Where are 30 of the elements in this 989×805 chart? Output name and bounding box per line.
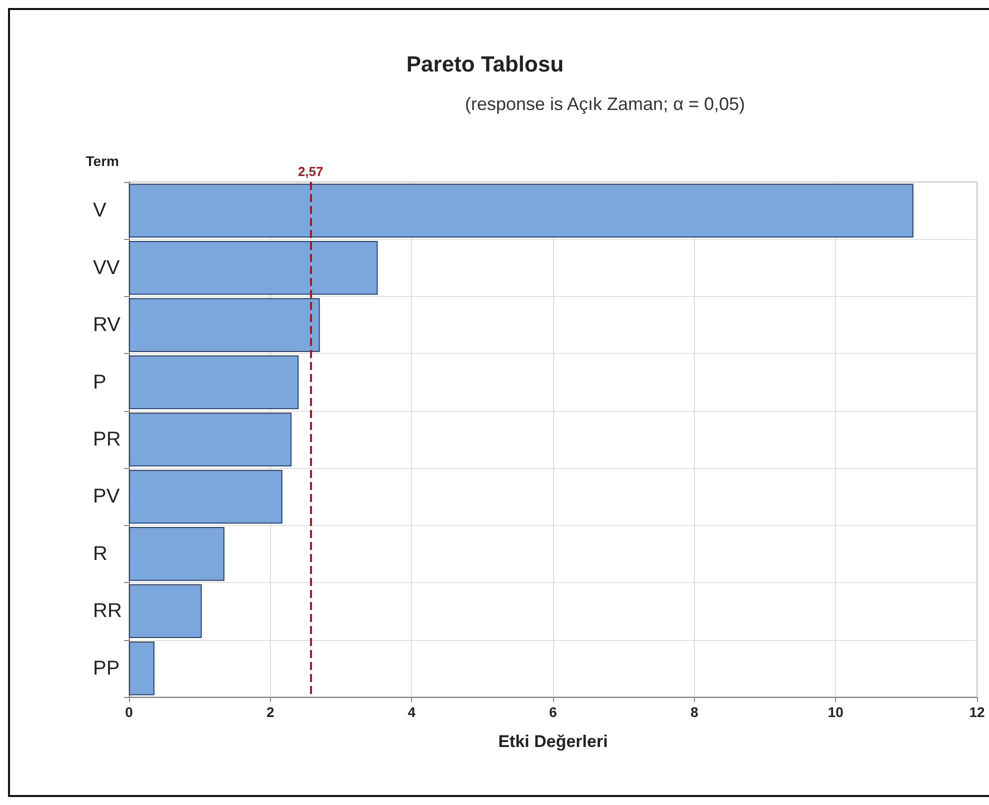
bar xyxy=(129,355,299,410)
bar xyxy=(129,584,202,638)
bar xyxy=(129,298,320,352)
y-axis-title: Term xyxy=(86,153,119,169)
bar xyxy=(129,240,378,295)
x-tick-label: 6 xyxy=(549,704,558,720)
chart-subtitle: (response is Açık Zaman; α = 0,05) xyxy=(464,94,746,114)
y-tick-label: PV xyxy=(93,486,120,508)
y-tick-label: PR xyxy=(93,428,121,450)
bar xyxy=(129,184,914,238)
chart-title: Pareto Tablosu xyxy=(406,52,564,76)
x-axis-title: Etki Değerleri xyxy=(498,732,608,751)
bar xyxy=(129,641,154,696)
bar xyxy=(129,527,224,581)
y-tick-label: RR xyxy=(93,600,122,622)
y-tick-label: R xyxy=(93,542,108,565)
x-tick-label: 12 xyxy=(969,704,985,720)
y-tick-label: P xyxy=(93,371,106,394)
y-tick-label: PP xyxy=(93,657,120,680)
x-tick-label: 0 xyxy=(125,704,134,720)
x-tick-label: 10 xyxy=(828,704,844,720)
y-tick-label: RV xyxy=(93,314,122,336)
x-tick-label: 4 xyxy=(408,704,416,720)
y-tick-label: V xyxy=(93,200,107,222)
x-tick-label: 2 xyxy=(266,704,274,720)
bar xyxy=(129,470,282,524)
x-tick-label: 8 xyxy=(690,704,698,720)
y-tick-label: VV xyxy=(93,256,120,279)
ref-line-label: 2,57 xyxy=(298,164,324,179)
bar xyxy=(129,412,292,466)
